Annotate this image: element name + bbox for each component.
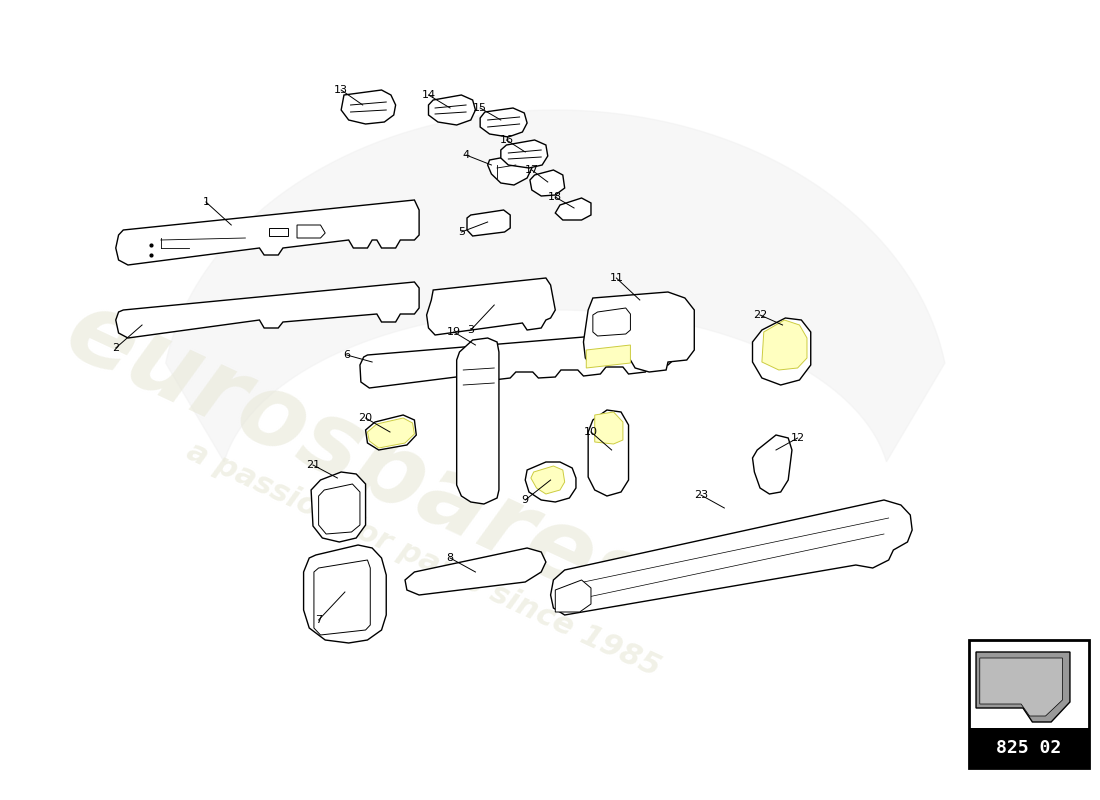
Polygon shape xyxy=(341,90,396,124)
Text: a passion for parts since 1985: a passion for parts since 1985 xyxy=(183,437,666,683)
Text: 15: 15 xyxy=(473,103,487,113)
Text: 825 02: 825 02 xyxy=(996,739,1062,757)
Polygon shape xyxy=(405,548,546,595)
Text: 10: 10 xyxy=(584,427,598,437)
Polygon shape xyxy=(980,658,1063,716)
Bar xyxy=(968,640,1089,768)
Bar xyxy=(968,728,1089,768)
Text: 3: 3 xyxy=(468,325,474,335)
Polygon shape xyxy=(500,140,548,168)
Text: 4: 4 xyxy=(462,150,470,160)
Polygon shape xyxy=(367,418,415,448)
Polygon shape xyxy=(556,198,591,220)
Polygon shape xyxy=(297,225,326,238)
Polygon shape xyxy=(166,110,945,462)
Text: 5: 5 xyxy=(458,227,465,237)
Polygon shape xyxy=(531,466,564,494)
Polygon shape xyxy=(586,345,630,368)
Polygon shape xyxy=(752,318,811,385)
Polygon shape xyxy=(588,410,628,496)
Text: 6: 6 xyxy=(343,350,350,360)
Polygon shape xyxy=(752,435,792,494)
Polygon shape xyxy=(976,652,1070,722)
Polygon shape xyxy=(487,155,531,185)
Text: 20: 20 xyxy=(359,413,373,423)
Text: 7: 7 xyxy=(315,615,322,625)
Polygon shape xyxy=(583,292,694,372)
Polygon shape xyxy=(427,278,556,335)
Text: 18: 18 xyxy=(548,192,562,202)
Polygon shape xyxy=(456,338,499,504)
Text: 21: 21 xyxy=(306,460,320,470)
Text: 2: 2 xyxy=(112,343,119,353)
Polygon shape xyxy=(525,462,576,502)
Text: 19: 19 xyxy=(447,327,461,337)
Text: 11: 11 xyxy=(609,273,624,283)
Text: 14: 14 xyxy=(421,90,436,100)
Text: 16: 16 xyxy=(499,135,514,145)
Polygon shape xyxy=(365,415,416,450)
Polygon shape xyxy=(360,330,675,388)
Text: 1: 1 xyxy=(202,197,209,207)
Text: 13: 13 xyxy=(334,85,349,95)
Polygon shape xyxy=(116,200,419,265)
Text: 22: 22 xyxy=(752,310,767,320)
Text: 17: 17 xyxy=(525,165,539,175)
Text: 9: 9 xyxy=(521,495,529,505)
Text: 12: 12 xyxy=(791,433,805,443)
Polygon shape xyxy=(762,320,807,370)
Polygon shape xyxy=(268,228,287,236)
Text: 23: 23 xyxy=(694,490,708,500)
Polygon shape xyxy=(429,95,475,125)
Polygon shape xyxy=(530,170,564,196)
Polygon shape xyxy=(468,210,510,236)
Polygon shape xyxy=(556,580,591,612)
Polygon shape xyxy=(551,500,912,615)
Polygon shape xyxy=(595,412,623,444)
Text: eurospares: eurospares xyxy=(51,282,666,638)
Polygon shape xyxy=(116,282,419,338)
Polygon shape xyxy=(311,472,365,542)
Polygon shape xyxy=(481,108,527,137)
Polygon shape xyxy=(593,308,630,336)
Polygon shape xyxy=(304,545,386,643)
Polygon shape xyxy=(314,560,371,635)
Text: 8: 8 xyxy=(447,553,453,563)
Polygon shape xyxy=(319,484,360,534)
